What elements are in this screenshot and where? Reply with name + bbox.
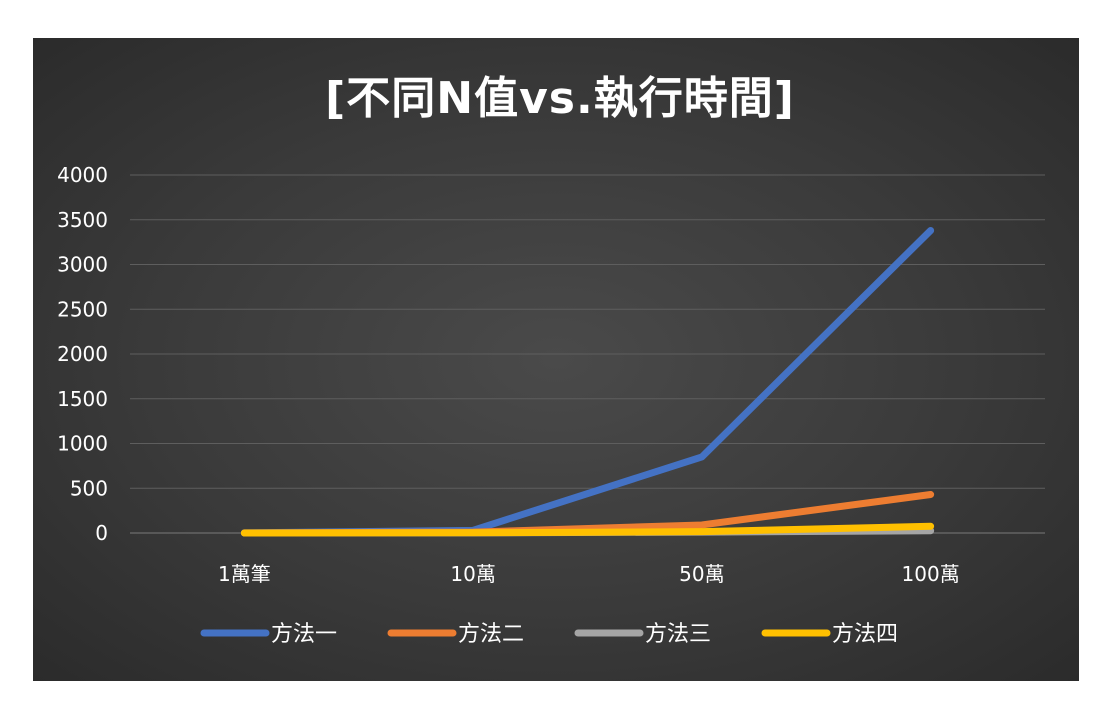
x-tick-label: 10萬 <box>450 562 495 586</box>
y-tick-label: 500 <box>70 476 108 500</box>
legend-label: 方法一 <box>271 622 337 647</box>
chart-area <box>33 38 1079 681</box>
series-line-方法四 <box>240 522 935 537</box>
legend-label: 方法三 <box>645 622 711 647</box>
y-tick-label: 0 <box>95 521 108 545</box>
legend: 方法一 方法二 方法三 方法四 <box>200 622 898 647</box>
y-tick-label: 1500 <box>57 387 108 411</box>
y-tick-label: 3000 <box>57 253 108 277</box>
legend-label: 方法二 <box>458 622 524 647</box>
y-tick-label: 1000 <box>57 432 108 456</box>
legend-label: 方法四 <box>832 622 898 647</box>
chart-title: [不同N值vs.執行時間] <box>325 73 795 124</box>
series-line-方法一 <box>240 226 935 537</box>
x-tick-label: 100萬 <box>902 562 960 586</box>
series-lines <box>240 226 935 537</box>
y-tick-label: 2500 <box>57 297 108 321</box>
x-axis-ticks: 1萬筆 10萬 50萬 100萬 <box>218 562 960 586</box>
x-tick-label: 50萬 <box>679 562 724 586</box>
y-tick-label: 4000 <box>57 163 108 187</box>
gridlines <box>130 174 1045 534</box>
y-tick-label: 2000 <box>57 342 108 366</box>
y-tick-label: 3500 <box>57 208 108 232</box>
y-axis-ticks: 0 500 1000 1500 2000 2500 3000 3500 4000 <box>57 163 108 545</box>
x-tick-label: 1萬筆 <box>218 562 271 586</box>
